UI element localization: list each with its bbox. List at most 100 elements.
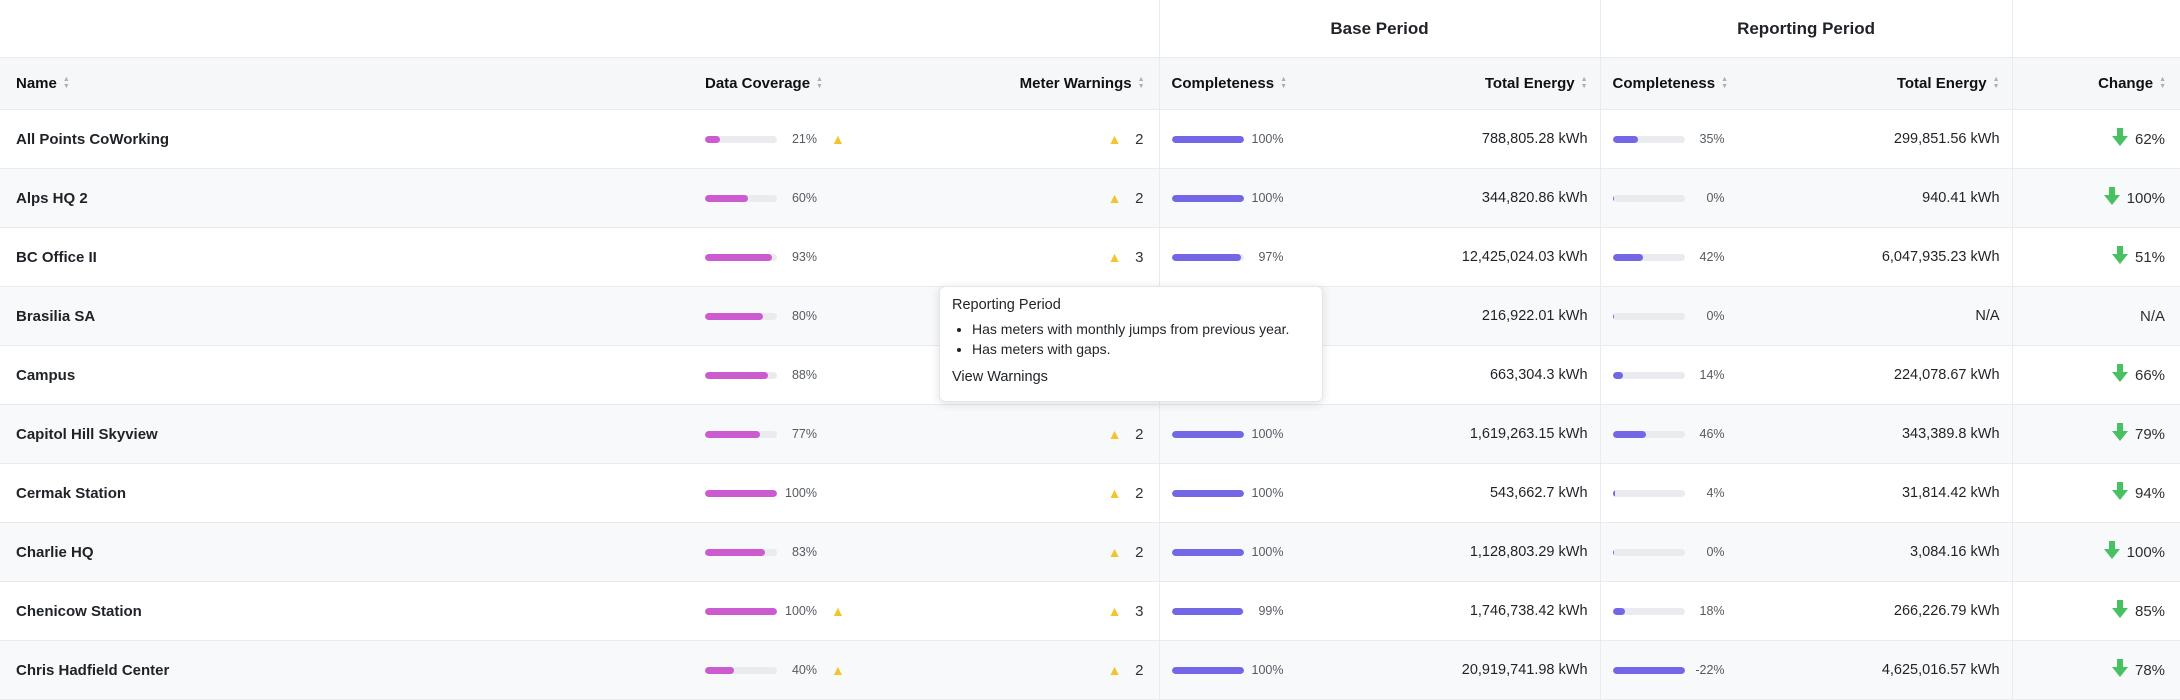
table-row[interactable]: BC Office II 93% ▲ 3 97% 12,425,024.03 kW… (0, 227, 2180, 287)
base-completeness-value: 100% (1251, 132, 1284, 146)
down-arrow-icon (2111, 127, 2129, 151)
change-value: 100% (2126, 189, 2166, 207)
warning-count[interactable]: 2 (1135, 130, 1144, 148)
down-arrow-icon (2111, 599, 2129, 623)
col-header-coverage-label: Data Coverage (705, 75, 811, 92)
tooltip-item: Has meters with gaps. (972, 339, 1310, 359)
coverage-cell: 100% (691, 463, 886, 523)
warning-icon[interactable]: ▲ (1107, 249, 1122, 265)
down-arrow-icon (2111, 658, 2129, 682)
warning-icon[interactable]: ▲ (1107, 662, 1122, 678)
base-completeness-cell: 100% (1158, 522, 1345, 582)
warning-icon[interactable]: ▲ (1107, 426, 1122, 442)
rep-total-energy: 266,226.79 kWh (1780, 581, 2013, 641)
sort-icon[interactable]: ▲ ▼ (1580, 76, 1588, 90)
rep-completeness-bar-fill (1612, 312, 1614, 320)
coverage-cell: 40% ▲ (691, 640, 886, 700)
change-cell: 51% (2011, 227, 2180, 287)
coverage-value: 21% (791, 132, 817, 146)
rep-total-energy: 224,078.67 kWh (1780, 345, 2013, 405)
row-name[interactable]: Brasilia SA (0, 286, 691, 346)
col-header-warnings[interactable]: Meter Warnings ▲ ▼ (886, 57, 1160, 110)
coverage-bar-fill (705, 548, 765, 556)
rep-completeness-value: -22% (1695, 663, 1725, 677)
row-name[interactable]: Chenicow Station (0, 581, 691, 641)
base-completeness-bar (1171, 607, 1244, 615)
coverage-bar-fill (705, 135, 721, 143)
row-name[interactable]: All Points CoWorking (0, 109, 691, 169)
sort-icon[interactable]: ▲ ▼ (816, 76, 823, 90)
warning-count[interactable]: 2 (1135, 543, 1144, 561)
rep-completeness-bar (1612, 135, 1685, 143)
row-name[interactable]: Cermak Station (0, 463, 691, 523)
change-cell: 62% (2011, 109, 2180, 169)
row-name[interactable]: Campus (0, 345, 691, 405)
row-name[interactable]: Chris Hadfield Center (0, 640, 691, 700)
warnings-cell: ▲ 2 (886, 463, 1160, 523)
change-value: 62% (2135, 130, 2166, 148)
rep-completeness-value: 4% (1706, 486, 1725, 500)
warning-icon[interactable]: ▲ (1107, 544, 1122, 560)
rep-completeness-cell: -22% (1599, 640, 1781, 700)
col-header-warnings-label: Meter Warnings (1019, 75, 1132, 92)
base-completeness-bar (1171, 194, 1244, 202)
warning-icon[interactable]: ▲ (1107, 190, 1122, 206)
table-row[interactable]: Chris Hadfield Center 40% ▲ ▲ 2 100% 20,9… (0, 640, 2180, 700)
sort-icon[interactable]: ▲ ▼ (1137, 76, 1145, 90)
warning-count[interactable]: 3 (1135, 248, 1144, 266)
table-row[interactable]: Cermak Station 100% ▲ 2 100% 543,662.7 kW… (0, 463, 2180, 523)
col-header-change[interactable]: Change ▲ ▼ (2011, 57, 2180, 110)
warning-icon[interactable]: ▲ (831, 603, 845, 619)
warning-count[interactable]: 2 (1135, 425, 1144, 443)
rep-completeness-bar-fill (1612, 194, 1614, 202)
warnings-cell: ▲ 2 (886, 640, 1160, 700)
col-header-name[interactable]: Name ▲ ▼ (0, 57, 691, 110)
table-row[interactable]: Chenicow Station 100% ▲ ▲ 3 99% 1,746,738… (0, 581, 2180, 641)
warning-icon[interactable]: ▲ (1107, 131, 1122, 147)
sort-icon[interactable]: ▲ ▼ (1721, 76, 1729, 90)
warning-icon[interactable]: ▲ (831, 131, 845, 147)
table-row[interactable]: All Points CoWorking 21% ▲ ▲ 2 100% 788,8… (0, 109, 2180, 169)
col-header-base-total[interactable]: Total Energy ▲ ▼ (1344, 57, 1601, 110)
row-name[interactable]: Alps HQ 2 (0, 168, 691, 228)
coverage-bar (705, 666, 777, 674)
col-header-base-completeness[interactable]: Completeness ▲ ▼ (1158, 57, 1345, 110)
row-name[interactable]: BC Office II (0, 227, 691, 287)
warning-count[interactable]: 2 (1135, 661, 1144, 679)
sort-icon[interactable]: ▲ ▼ (1992, 76, 2000, 90)
table-row[interactable]: Campus 88% 663,304.3 kWh 14% 224,078.67 … (0, 345, 2180, 405)
warning-icon[interactable]: ▲ (831, 662, 845, 678)
rep-completeness-value: 46% (1699, 427, 1725, 441)
col-header-base-completeness-label: Completeness (1171, 75, 1275, 92)
warnings-cell: ▲ 3 (886, 581, 1160, 641)
warning-icon[interactable]: ▲ (1107, 485, 1122, 501)
table-row[interactable]: Alps HQ 2 60% ▲ 2 100% 344,820.86 kWh 0% … (0, 168, 2180, 228)
base-completeness-value: 99% (1258, 604, 1284, 618)
row-name[interactable]: Charlie HQ (0, 522, 691, 582)
warning-icon[interactable]: ▲ (1107, 603, 1122, 619)
row-name[interactable]: Capitol Hill Skyview (0, 404, 691, 464)
sort-icon[interactable]: ▲ ▼ (62, 76, 70, 90)
sort-icon[interactable]: ▲ ▼ (2159, 76, 2167, 90)
col-header-rep-completeness[interactable]: Completeness ▲ ▼ (1599, 57, 1781, 110)
coverage-cell: 100% ▲ (691, 581, 886, 641)
coverage-bar (705, 371, 777, 379)
sort-icon[interactable]: ▲ ▼ (1280, 76, 1287, 90)
col-header-coverage[interactable]: Data Coverage ▲ ▼ (691, 57, 886, 110)
warning-count[interactable]: 3 (1135, 602, 1144, 620)
coverage-bar (705, 253, 777, 261)
coverage-value: 93% (791, 250, 817, 264)
warning-count[interactable]: 2 (1135, 484, 1144, 502)
rep-completeness-bar (1612, 253, 1685, 261)
table-row[interactable]: Charlie HQ 83% ▲ 2 100% 1,128,803.29 kWh … (0, 522, 2180, 582)
down-arrow-icon (2103, 540, 2121, 564)
view-warnings-link[interactable]: View Warnings (952, 369, 1048, 385)
table-row[interactable]: Capitol Hill Skyview 77% ▲ 2 100% 1,619,2… (0, 404, 2180, 464)
col-header-rep-total[interactable]: Total Energy ▲ ▼ (1780, 57, 2013, 110)
down-arrow-icon (2103, 186, 2121, 210)
rep-completeness-cell: 35% (1599, 109, 1781, 169)
rep-completeness-bar-fill (1612, 489, 1616, 497)
change-value: 94% (2135, 484, 2166, 502)
warning-count[interactable]: 2 (1135, 189, 1144, 207)
